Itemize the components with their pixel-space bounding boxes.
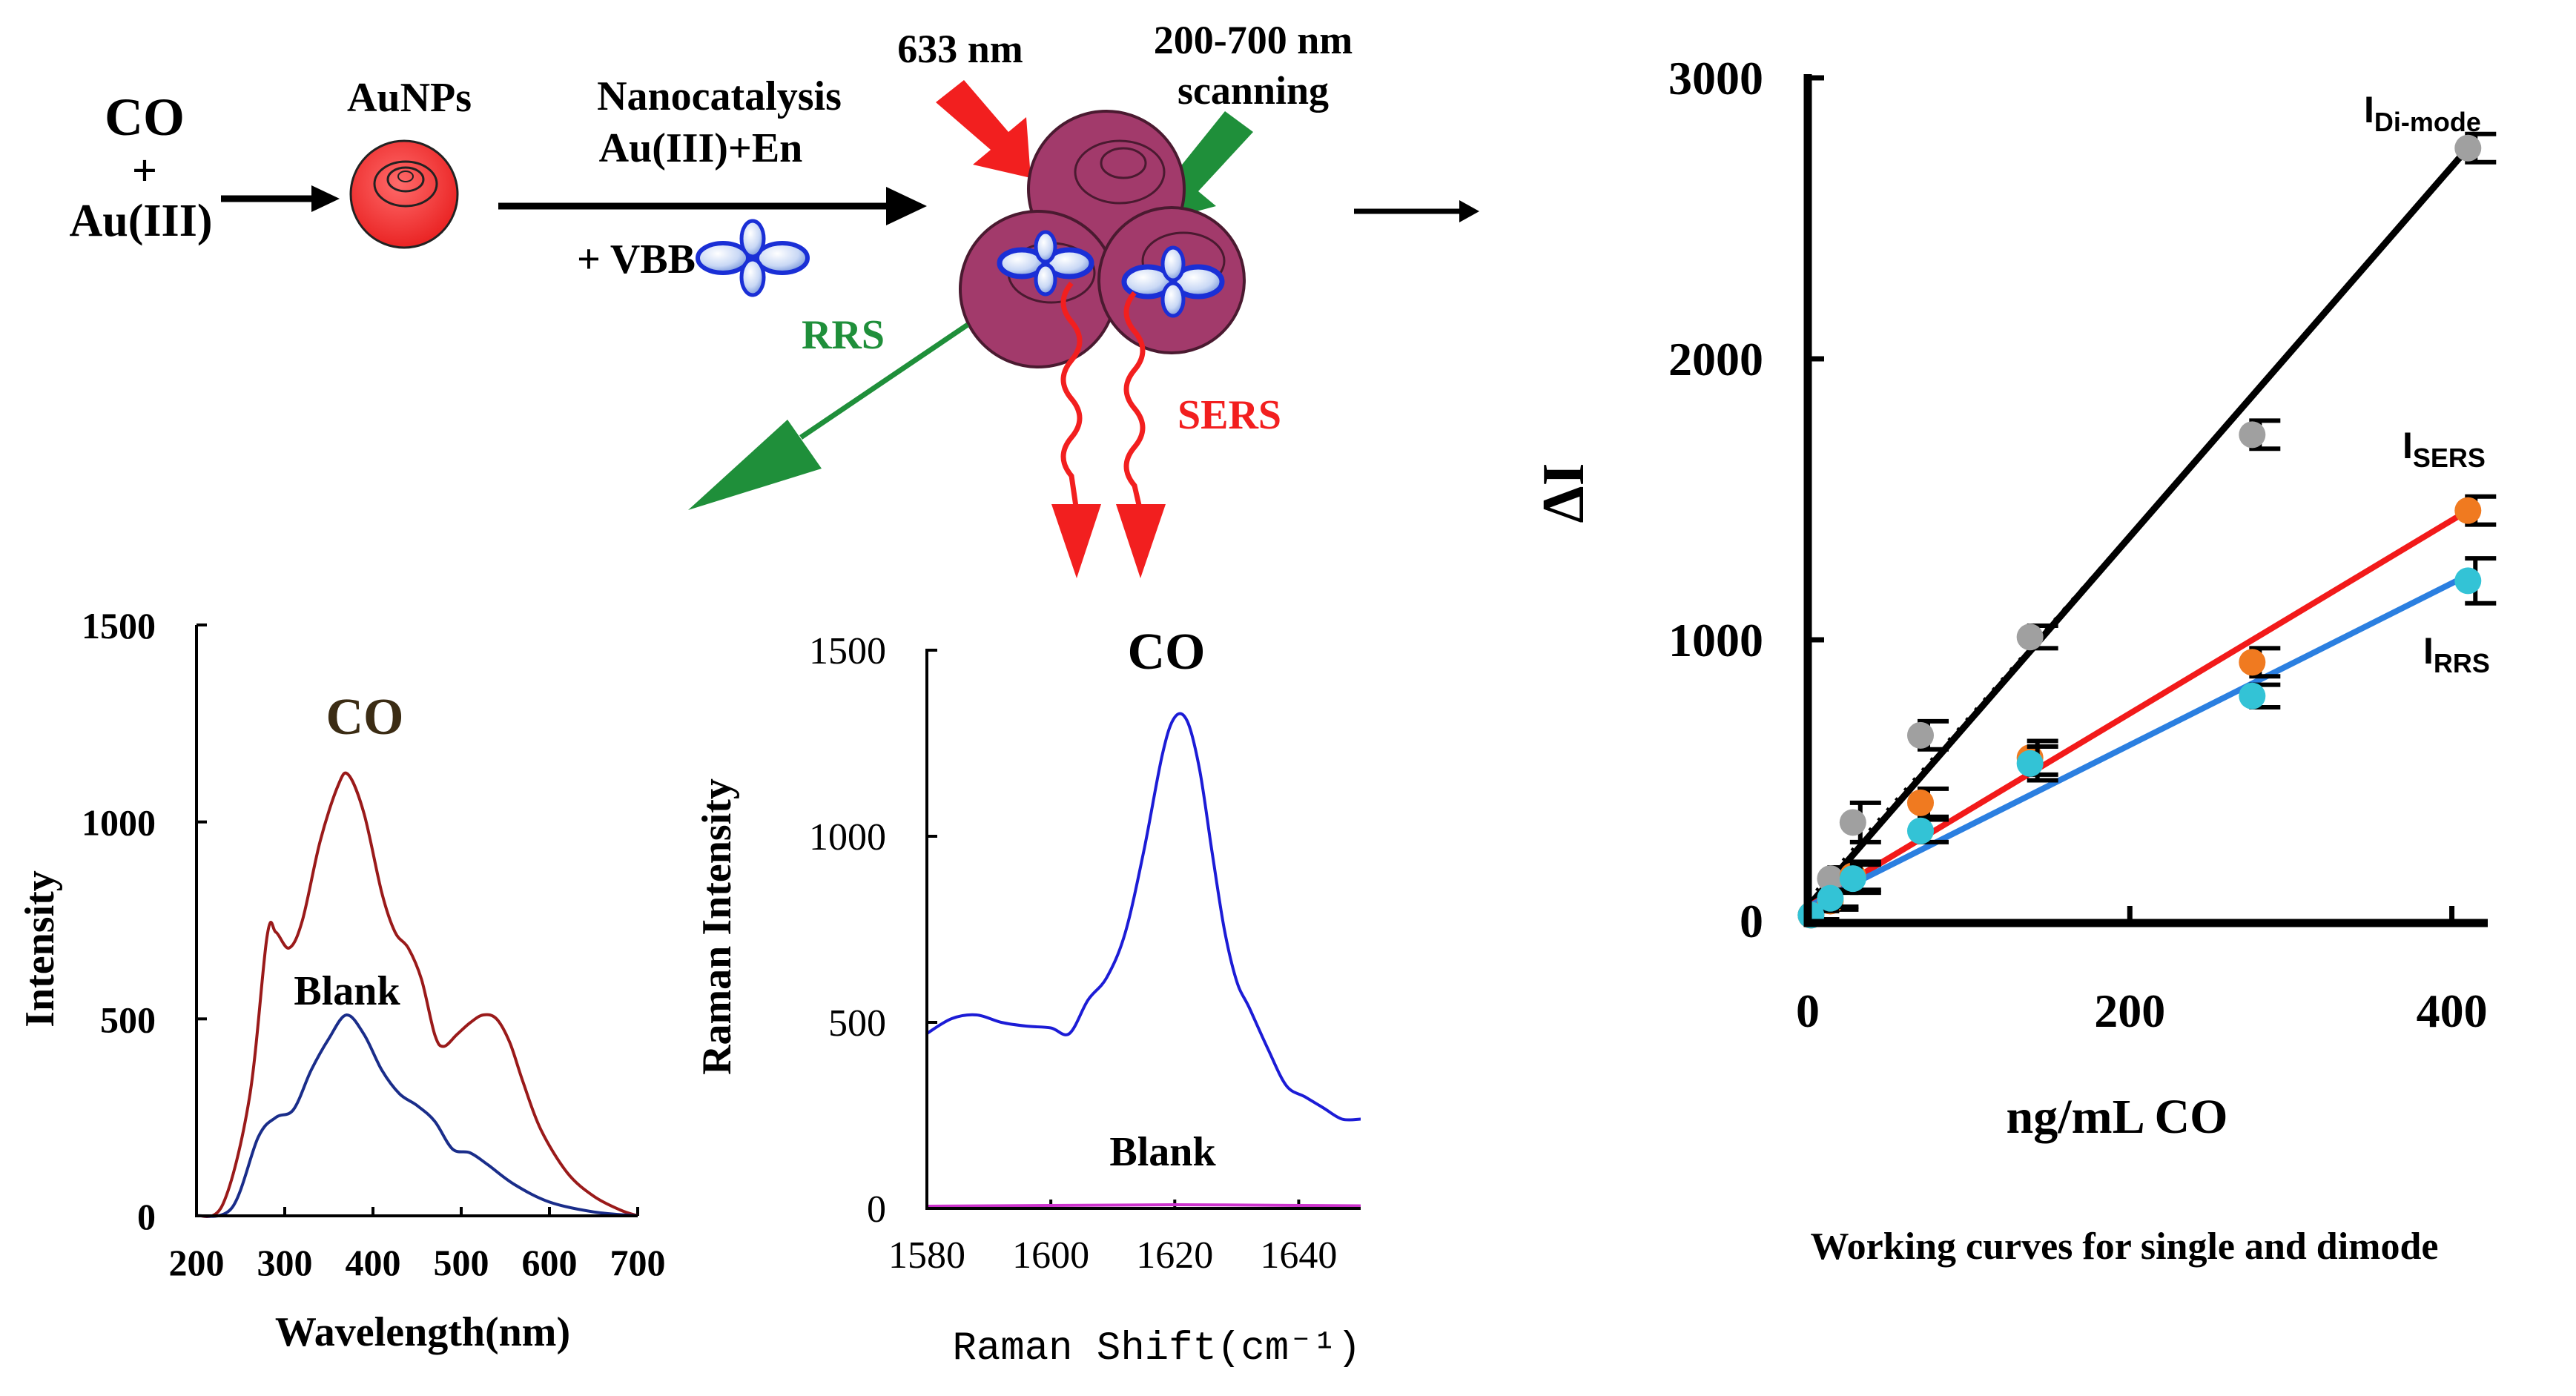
sers-label: SERS bbox=[1178, 392, 1281, 438]
chart1-blank-annotation: Blank bbox=[294, 968, 400, 1014]
sers-spectrum-chart: CO Raman Intensity Raman Shift(cm⁻¹) Bla… bbox=[694, 623, 1361, 1372]
c3-rrs-point bbox=[2454, 567, 2482, 595]
c2-ytick-label: 1500 bbox=[809, 630, 886, 672]
c3-dimode-point bbox=[1817, 865, 1844, 893]
c1-ytick-label: 1500 bbox=[82, 605, 156, 646]
chart3-ylabel: ΔI bbox=[1531, 463, 1596, 523]
c1-xtick-label: 300 bbox=[257, 1242, 313, 1283]
c3-rrs-point bbox=[2016, 750, 2044, 777]
reagents-label: Au(III)+En bbox=[599, 125, 803, 171]
arrow-to-working-curves bbox=[1354, 200, 1479, 222]
c3-dimode-point bbox=[2239, 421, 2266, 449]
rrs-scatter-arrow bbox=[688, 322, 969, 510]
aunps-label: AuNPs bbox=[347, 75, 472, 121]
chart3-ticks: 0 1000 2000 3000 0 200 400 bbox=[1668, 52, 2488, 1037]
c3-sers-point bbox=[2239, 649, 2266, 676]
c3-ytick-label: 2000 bbox=[1668, 333, 1763, 386]
nanocatalysis-label: Nanocatalysis bbox=[597, 73, 842, 119]
c3-dimode-point bbox=[1839, 809, 1866, 836]
chart2-axes bbox=[925, 649, 1361, 1210]
vbb-label: + VBB bbox=[577, 236, 696, 282]
laser-wavelength-label: 633 nm bbox=[897, 27, 1023, 71]
c3-rrs-point bbox=[1839, 865, 1866, 893]
laser-arrow-icon bbox=[936, 80, 1031, 178]
sers-emission-arrows bbox=[1060, 281, 1146, 512]
chart3-xlabel: ng/mL CO bbox=[2007, 1090, 2228, 1144]
c2-xtick-label: 1580 bbox=[888, 1234, 965, 1277]
chart3-series bbox=[1797, 131, 2497, 929]
plus-sign: + bbox=[132, 146, 157, 195]
chart1-ticks: 0 500 1000 1500 200 300 400 500 600 700 bbox=[82, 605, 666, 1283]
arrow-to-aggregate bbox=[498, 187, 927, 225]
chart1-xlabel: Wavelength(nm) bbox=[275, 1309, 570, 1355]
c1-xtick-label: 500 bbox=[434, 1242, 489, 1283]
chart3-title: Working curves for single and dimode bbox=[1810, 1225, 2438, 1268]
working-curve-chart: ΔI ng/mL CO Working curves for single an… bbox=[1531, 52, 2497, 1268]
dimode-series-label: IDi-mode bbox=[2364, 89, 2481, 137]
c3-xtick-label: 400 bbox=[2417, 985, 2488, 1037]
c3-ytick-label: 1000 bbox=[1668, 614, 1763, 666]
sers-arrowhead-2 bbox=[1116, 504, 1166, 578]
c3-sers-point bbox=[1907, 789, 1934, 816]
scanning-range-label: 200-700 nm bbox=[1154, 18, 1353, 62]
c1-xtick-label: 700 bbox=[610, 1242, 666, 1283]
arrow-to-aunps bbox=[221, 185, 340, 212]
scanning-label: scanning bbox=[1178, 68, 1329, 113]
c3-dimode-point bbox=[2016, 623, 2044, 651]
c3-sers-fit-line bbox=[1806, 508, 2470, 910]
c2-ytick-label: 0 bbox=[867, 1188, 886, 1231]
c3-dimode-point bbox=[2454, 134, 2482, 162]
c3-ytick-label: 3000 bbox=[1668, 52, 1763, 105]
sers-arrowhead-1 bbox=[1051, 504, 1101, 578]
c1-ytick-label: 1000 bbox=[82, 802, 156, 844]
c1-ytick-label: 500 bbox=[100, 999, 156, 1040]
c2-ytick-label: 500 bbox=[828, 1002, 886, 1045]
c1-ytick-label: 0 bbox=[137, 1196, 156, 1237]
chart1-ylabel: Intensity bbox=[17, 870, 63, 1028]
c3-dimode-fit-line bbox=[1805, 145, 2471, 910]
chart2-series bbox=[925, 712, 1361, 1208]
c2-xtick-label: 1640 bbox=[1260, 1234, 1337, 1277]
c3-rrs-point bbox=[1817, 884, 1844, 912]
chart1-axes bbox=[195, 625, 638, 1217]
c2-xtick-label: 1620 bbox=[1136, 1234, 1213, 1277]
c2-ytick-label: 1000 bbox=[809, 816, 886, 859]
vbb-molecule-icon bbox=[696, 219, 810, 297]
c3-ytick-label: 0 bbox=[1740, 895, 1763, 947]
c3-xtick-label: 200 bbox=[2094, 985, 2165, 1037]
chart2-blank-annotation: Blank bbox=[1109, 1129, 1216, 1175]
c1-xtick-label: 600 bbox=[522, 1242, 578, 1283]
c3-rrs-point bbox=[1907, 817, 1934, 844]
chart2-ylabel: Raman Intensity bbox=[694, 778, 740, 1075]
chart1-title: CO bbox=[326, 689, 404, 746]
c2-series-co-line bbox=[925, 712, 1361, 1122]
adsorbed-vbb-icon-1 bbox=[997, 230, 1094, 297]
c3-sers-point bbox=[2454, 497, 2482, 524]
c1-series-blank-line bbox=[196, 1013, 638, 1218]
c3-dimode-point bbox=[1907, 721, 1934, 749]
rrs-label: RRS bbox=[802, 312, 885, 358]
c1-xtick-label: 200 bbox=[169, 1242, 225, 1283]
adsorbed-vbb-icon-2 bbox=[1121, 245, 1225, 318]
reaction-scheme: CO + Au(III) AuNPs Nanocatalysis Au(III)… bbox=[70, 18, 1479, 578]
c2-series-blank-line bbox=[926, 1203, 1361, 1208]
c3-rrs-fit-line bbox=[1806, 572, 2470, 910]
chart2-title: CO bbox=[1128, 623, 1206, 681]
chart1-series bbox=[196, 771, 638, 1218]
c2-xtick-label: 1600 bbox=[1012, 1234, 1089, 1277]
co-reactant-label: CO bbox=[105, 87, 185, 147]
aunp-particle bbox=[349, 139, 459, 249]
c1-xtick-label: 400 bbox=[346, 1242, 401, 1283]
au3-reactant-label: Au(III) bbox=[70, 196, 213, 246]
chart3-axes bbox=[1803, 74, 2488, 927]
c1-series-co-line bbox=[196, 771, 638, 1218]
chart2-xlabel: Raman Shift(cm⁻¹) bbox=[953, 1326, 1361, 1372]
rrs-spectrum-chart: CO Intensity Wavelength(nm) Blank 0 500 10… bbox=[17, 605, 666, 1355]
sers-series-label: ISERS bbox=[2402, 425, 2486, 473]
chart2-ticks: 0 500 1000 1500 1580 1600 1620 1640 bbox=[809, 630, 1337, 1277]
c3-xtick-label: 0 bbox=[1796, 985, 1820, 1037]
rrs-series-label: IRRS bbox=[2423, 630, 2490, 678]
c3-rrs-point bbox=[2239, 682, 2266, 709]
